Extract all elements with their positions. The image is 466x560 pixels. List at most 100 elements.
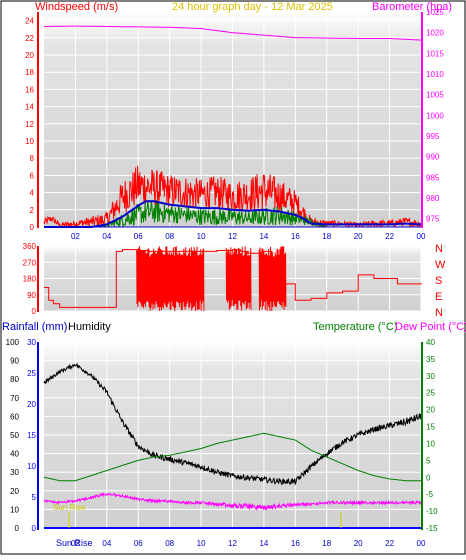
windspeed-tick-label: 20 (25, 51, 34, 60)
humidity-tick-label: 30 (10, 468, 19, 477)
direction-burst (136, 246, 205, 312)
humidity-tick-label: 70 (10, 394, 19, 403)
windspeed-tick-label: 12 (25, 120, 34, 129)
direction-tick-label: 90 (27, 291, 36, 300)
axes (37, 12, 423, 530)
compass-s: S (435, 275, 442, 287)
barometer-line (44, 25, 422, 41)
sunrise-axis-tag: Sun Rise (56, 538, 93, 548)
humidity-axis-label: Humidity (68, 321, 111, 333)
temperature-x-tick-label: 02 (71, 539, 80, 548)
temperature-tick-label: -15 (426, 524, 438, 533)
humidity-tick-label: 80 (10, 375, 19, 384)
direction-tick-label: 180 (23, 275, 37, 284)
barometer-tick-label: 1000 (426, 111, 444, 120)
temperature-x-tick-label: 04 (102, 539, 111, 548)
temperature-x-tick-label: 20 (354, 539, 363, 548)
temperature-tick-label: -5 (426, 490, 434, 499)
rainfall-tick-label: 15 (27, 431, 36, 440)
dewpoint-line (43, 492, 422, 511)
humidity-tick-label: 20 (10, 487, 19, 496)
wind-x-tick-label: 10 (197, 232, 206, 241)
wind-x-tick-label: 04 (102, 232, 111, 241)
humidity-tick-label: 40 (10, 450, 19, 459)
direction-burst (225, 246, 252, 311)
gust-line (44, 200, 422, 228)
windspeed-tick-label: 10 (25, 137, 34, 146)
barometer-tick-label: 975 (426, 215, 440, 224)
windspeed-axis-label: Windspeed (m/s) (35, 1, 118, 13)
barometer-axis-label: Barometer (hpa) (372, 1, 452, 13)
barometer-tick-label: 1025 (426, 8, 444, 17)
wind-x-tick-label: 12 (228, 232, 237, 241)
wind-x-tick-label: 20 (354, 232, 363, 241)
humidity-tick-label: 90 (10, 357, 19, 366)
direction-tick-label: 270 (23, 258, 37, 267)
compass-e: E (435, 291, 442, 303)
compass-w: W (435, 259, 446, 271)
wind-x-tick-label: 16 (291, 232, 300, 241)
windspeed-tick-label: 4 (30, 189, 35, 198)
windspeed-tick-label: 18 (25, 68, 34, 77)
wind-x-tick-label: 00 (417, 232, 426, 241)
rainfall-axis-label: Rainfall (mm) (2, 321, 67, 333)
temperature-x-tick-label: 10 (197, 539, 206, 548)
wind-x-tick-label: 22 (385, 232, 394, 241)
humidity-tick-label: 100 (6, 338, 20, 347)
humidity-tick-label: 0 (15, 524, 20, 533)
direction-line (44, 249, 422, 308)
temperature-tick-label: -10 (426, 507, 438, 516)
windspeed-tick-label: 24 (25, 17, 34, 26)
compass-n-top: N (435, 243, 443, 255)
wind-x-tick-label: 14 (259, 232, 268, 241)
barometer-tick-label: 985 (426, 173, 440, 182)
sun-markers (68, 512, 342, 528)
wind-x-tick-label: 08 (165, 232, 174, 241)
windspeed-line (43, 165, 422, 229)
temperature-x-tick-label: 00 (417, 539, 426, 548)
barometer-tick-label: 1010 (426, 70, 444, 79)
tick-labels: 0246810121416182022249759809859909951000… (6, 8, 445, 548)
humidity-tick-label: 50 (10, 431, 19, 440)
temperature-tick-label: 5 (426, 456, 431, 465)
windspeed-tick-label: 2 (30, 206, 35, 215)
windspeed-tick-label: 16 (25, 85, 34, 94)
wind-x-tick-label: 18 (322, 232, 331, 241)
barometer-tick-label: 1005 (426, 91, 444, 100)
humidity-tick-label: 10 (10, 505, 19, 514)
rainfall-tick-label: 30 (27, 338, 36, 347)
wind-x-tick-label: 02 (71, 232, 80, 241)
compass-n-bottom: N (435, 307, 443, 319)
rainfall-tick-label: 25 (27, 369, 36, 378)
direction-tick-label: 360 (23, 242, 37, 251)
wind-x-tick-label: 06 (134, 232, 143, 241)
windspeed-tick-label: 22 (25, 34, 34, 43)
barometer-tick-label: 995 (426, 132, 440, 141)
rainfall-tick-label: 5 (32, 493, 37, 502)
temperature-tick-label: 30 (426, 372, 435, 381)
temperature-x-tick-label: 18 (322, 539, 331, 548)
temperature-axis-label: Temperature (°C) (313, 321, 397, 333)
windspeed-tick-label: 6 (30, 171, 35, 180)
barometer-tick-label: 1015 (426, 49, 444, 58)
barometer-tick-label: 1020 (426, 29, 444, 38)
temperature-tick-label: 20 (426, 406, 435, 415)
temperature-x-tick-label: 06 (134, 539, 143, 548)
temperature-x-tick-label: 22 (385, 539, 394, 548)
series-lines (43, 25, 422, 529)
graph-title: 24 hour graph day - 12 Mar 2025 (172, 1, 333, 13)
temperature-tick-label: 25 (426, 389, 435, 398)
humidity-tick-label: 60 (10, 412, 19, 421)
humidity-line (43, 362, 422, 486)
barometer-tick-label: 990 (426, 153, 440, 162)
sunrise-marker-label: Sun Rise (53, 503, 86, 512)
barometer-tick-label: 980 (426, 194, 440, 203)
temperature-tick-label: 40 (426, 338, 435, 347)
temperature-line (43, 432, 421, 482)
temperature-x-tick-label: 14 (259, 539, 268, 548)
temperature-tick-label: 0 (426, 473, 431, 482)
direction-burst (258, 246, 287, 312)
temperature-tick-label: 15 (426, 423, 435, 432)
dewpoint-axis-label: Dew Point (°C) (395, 321, 466, 333)
